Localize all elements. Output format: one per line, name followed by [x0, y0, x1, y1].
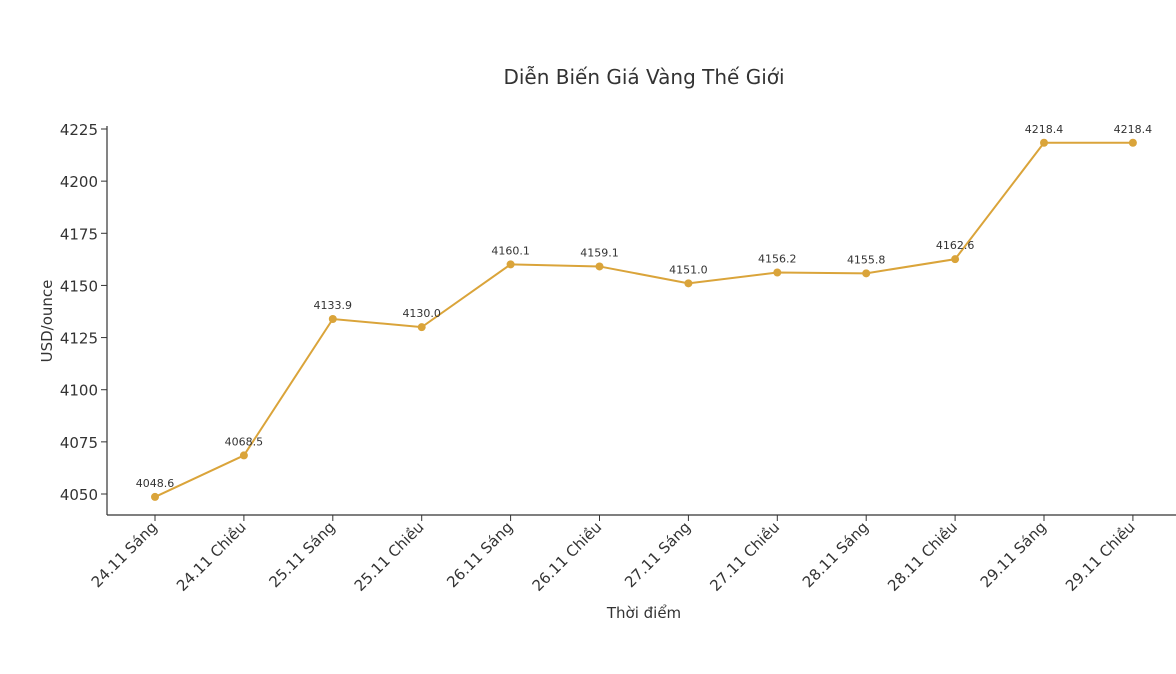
chart-title: Diễn Biến Giá Vàng Thế Giới: [503, 65, 784, 89]
x-tick-label: 24.11 Sáng: [88, 518, 161, 591]
y-tick-label: 4150: [60, 277, 98, 295]
data-label: 4218.4: [1114, 123, 1153, 136]
y-tick-label: 4175: [60, 225, 98, 243]
data-label: 4130.0: [402, 307, 441, 320]
x-tick-label: 29.11 Sáng: [977, 518, 1050, 591]
x-tick-label: 28.11 Sáng: [799, 518, 872, 591]
data-point: [773, 268, 782, 277]
data-label: 4133.9: [314, 299, 353, 312]
y-ticks: 4050 4075 4100 4125 4150 4175 4200 4225: [60, 121, 107, 504]
data-labels: 4048.6 4068.5 4133.9 4130.0 4160.1 4159.1 4151…: [136, 123, 1152, 490]
x-tick-label: 28.11 Chiều: [884, 518, 961, 595]
data-point: [1040, 138, 1048, 147]
y-tick-label: 4200: [60, 173, 98, 191]
data-label: 4155.8: [847, 253, 886, 266]
data-label: 4048.6: [136, 477, 175, 490]
x-axis-label: Thời điểm: [606, 604, 681, 622]
data-point: [684, 279, 693, 288]
data-label: 4159.1: [580, 246, 619, 259]
x-tick-label: 26.11 Chiều: [529, 518, 606, 595]
data-point: [862, 269, 871, 278]
y-tick-label: 4100: [60, 382, 98, 400]
data-point: [417, 323, 426, 332]
x-ticks: 24.11 Sáng 24.11 Chiều 25.11 Sáng 25.11 Chi…: [88, 515, 1139, 595]
data-markers: [151, 138, 1137, 501]
data-point: [1128, 138, 1137, 147]
y-tick-label: 4225: [60, 121, 98, 139]
y-tick-label: 4050: [60, 486, 98, 504]
data-point: [506, 260, 515, 269]
data-label: 4151.0: [669, 263, 708, 276]
data-point: [951, 255, 960, 264]
data-point: [328, 315, 337, 324]
y-tick-label: 4125: [60, 330, 98, 348]
data-label: 4156.2: [758, 252, 797, 265]
price-line: [154, 141, 1133, 498]
x-tick-label: 25.11 Sáng: [265, 518, 338, 591]
data-label: 4218.4: [1025, 123, 1064, 136]
x-tick-label: 26.11 Sáng: [443, 518, 516, 591]
data-label: 4160.1: [491, 244, 530, 257]
y-tick-label: 4075: [60, 434, 98, 452]
x-tick-label: 29.11 Chiều: [1062, 518, 1139, 595]
x-tick-label: 27.11 Sáng: [621, 518, 694, 591]
data-label: 4068.5: [225, 435, 264, 448]
y-axis-label: USD/ounce: [38, 280, 56, 363]
x-tick-label: 24.11 Chiều: [173, 518, 250, 595]
data-label: 4162.6: [936, 239, 975, 252]
axes: [106, 126, 1176, 516]
x-tick-label: 25.11 Chiều: [351, 518, 428, 595]
data-point: [239, 451, 248, 460]
data-point: [151, 492, 159, 501]
data-point: [595, 262, 604, 271]
x-tick-label: 27.11 Chiều: [706, 518, 783, 595]
